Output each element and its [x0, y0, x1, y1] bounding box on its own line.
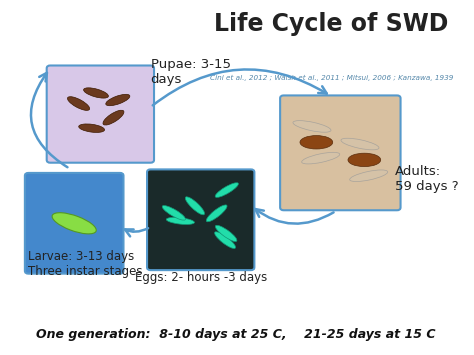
- Ellipse shape: [350, 170, 388, 181]
- Text: Larvae: 3-13 days
Three instar stages: Larvae: 3-13 days Three instar stages: [28, 250, 143, 278]
- Ellipse shape: [206, 205, 227, 222]
- Ellipse shape: [293, 121, 331, 132]
- Text: One generation:  8-10 days at 25 C,    21-25 days at 15 C: One generation: 8-10 days at 25 C, 21-25…: [36, 328, 436, 341]
- Ellipse shape: [83, 88, 109, 98]
- Ellipse shape: [185, 197, 204, 215]
- Ellipse shape: [215, 225, 237, 241]
- Ellipse shape: [79, 124, 105, 132]
- Ellipse shape: [341, 138, 379, 150]
- Ellipse shape: [348, 153, 381, 166]
- Text: Life Cycle of SWD: Life Cycle of SWD: [214, 12, 449, 36]
- Ellipse shape: [52, 213, 96, 234]
- Ellipse shape: [215, 183, 238, 197]
- Ellipse shape: [166, 217, 194, 224]
- Text: Adults:
59 days ?: Adults: 59 days ?: [395, 165, 458, 193]
- Ellipse shape: [103, 110, 124, 125]
- Ellipse shape: [162, 206, 185, 220]
- Text: Cini et al., 2012 ; Walsh et al., 2011 ; Mitsui, 2006 ; Kanzawa, 1939: Cini et al., 2012 ; Walsh et al., 2011 ;…: [210, 75, 453, 81]
- Ellipse shape: [300, 136, 333, 149]
- Ellipse shape: [215, 232, 236, 248]
- Text: Eggs: 2- hours -3 days: Eggs: 2- hours -3 days: [135, 271, 267, 284]
- Text: Pupae: 3-15
days: Pupae: 3-15 days: [151, 58, 230, 86]
- FancyBboxPatch shape: [25, 173, 124, 274]
- Ellipse shape: [67, 97, 90, 110]
- FancyBboxPatch shape: [280, 95, 401, 210]
- Ellipse shape: [106, 94, 130, 106]
- FancyBboxPatch shape: [147, 169, 255, 270]
- FancyBboxPatch shape: [47, 65, 154, 163]
- Ellipse shape: [301, 152, 340, 164]
